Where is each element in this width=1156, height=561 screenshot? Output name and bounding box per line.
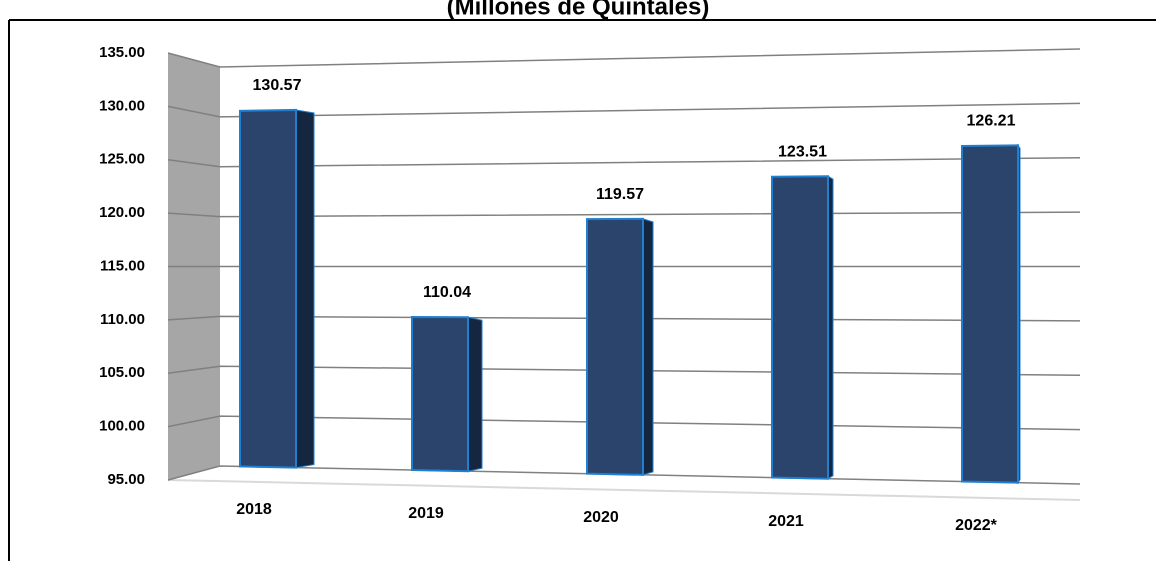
grid-line (167, 157, 1081, 168)
grid-line (167, 102, 1081, 118)
x-tick-label: 2021 (768, 513, 804, 530)
bar (961, 144, 1019, 484)
y-tick-label: 110.00 (100, 311, 145, 328)
x-tick-label: 2022* (955, 517, 998, 534)
floor-edge (167, 479, 1081, 501)
chart-title: (Millones de Quintales) (447, 0, 710, 20)
y-tick-label: 135.00 (99, 44, 145, 61)
y-tick-label: 115.00 (100, 257, 145, 274)
y-tick-label: 95.00 (107, 471, 145, 488)
value-label: 126.21 (967, 113, 1016, 130)
x-tick-label: 2019 (408, 505, 444, 522)
value-label: 110.04 (423, 284, 471, 301)
bar-side (467, 316, 483, 472)
value-label: 123.51 (778, 143, 827, 160)
value-label: 119.57 (596, 186, 644, 203)
bar (239, 108, 297, 469)
bar-side (295, 109, 315, 469)
x-tick-label: 2020 (583, 509, 619, 526)
bar (586, 217, 644, 476)
y-tick-label: 100.00 (99, 418, 145, 435)
y-tick-label: 105.00 (99, 364, 145, 381)
value-label: 130.57 (253, 77, 302, 94)
grid-line (167, 48, 1081, 68)
x-tick-label: 2018 (236, 501, 272, 518)
y-tick-label: 130.00 (99, 97, 145, 114)
bar (771, 175, 829, 480)
bar-side (642, 218, 654, 476)
bar (411, 315, 469, 473)
y-tick-label: 120.00 (99, 204, 145, 221)
y-tick-label: 125.00 (99, 151, 145, 168)
